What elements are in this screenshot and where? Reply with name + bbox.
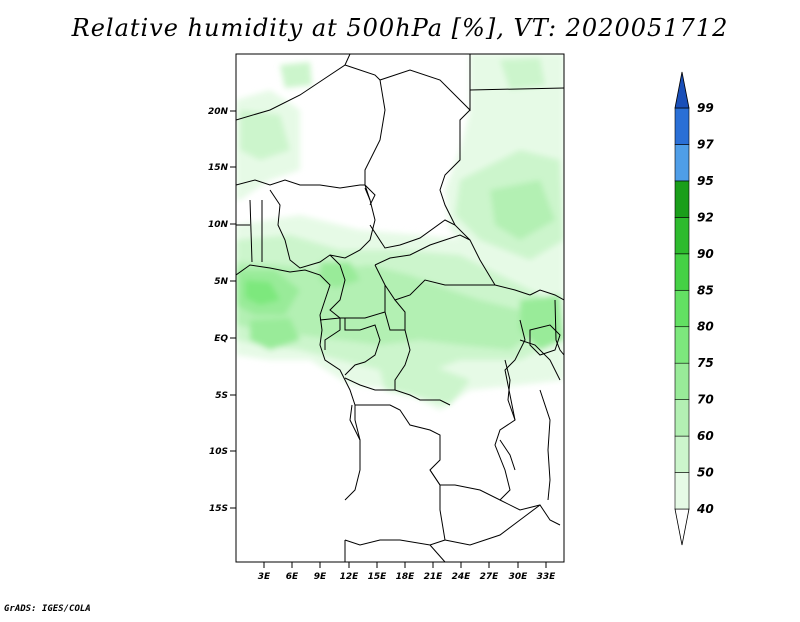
lat-axis: 20N 15N 10N 5N EQ 5S 10S 15S [208,107,236,514]
lat-label: EQ [214,334,228,344]
lon-label: 15E [368,572,388,582]
lon-label: 21E [424,572,444,582]
colorbar: 40 50 60 70 75 80 85 90 92 95 97 99 [674,71,714,546]
colorbar-segment [674,472,690,510]
colorbar-label: 90 [697,247,714,261]
lon-label: 3E [258,572,271,582]
colorbar-segment [674,326,690,364]
lat-label: 5S [215,391,228,401]
humidity-field [236,54,564,410]
colorbar-label: 85 [697,283,714,297]
colorbar-segment [674,508,690,546]
colorbar-segment [674,253,690,291]
colorbar-segment [674,289,690,328]
colorbar-segment [674,435,690,473]
lat-label: 20N [208,107,229,117]
lat-label: 10S [209,447,228,457]
lon-label: 12E [340,572,360,582]
lat-label: 10N [208,220,229,230]
lon-label: 24E [452,572,472,582]
colorbar-label: 99 [697,101,714,115]
colorbar-label: 80 [697,320,714,334]
colorbar-label: 70 [697,393,714,407]
lon-label: 30E [509,572,529,582]
colorbar-label: 40 [696,502,714,516]
lat-label: 15N [208,163,229,173]
colorbar-label: 50 [697,466,714,480]
colorbar-label: 97 [697,137,714,151]
lon-label: 33E [537,572,557,582]
grads-credit: GrADS: IGES/COLA [4,604,91,614]
colorbar-label: 60 [697,429,714,443]
colorbar-segment [674,180,690,218]
lon-label: 18E [396,572,416,582]
colorbar-label: 75 [697,356,714,370]
lat-label: 5N [214,277,228,287]
lon-label: 6E [286,572,299,582]
colorbar-segment [674,71,690,109]
lon-axis: 3E 6E 9E 12E 15E 18E 21E 24E 27E 30E 33E [258,562,556,582]
colorbar-segment [674,217,690,255]
chart-title: Relative humidity at 500hPa [%], VT: 202… [71,14,729,42]
colorbar-segment [674,107,690,145]
colorbar-segment [674,399,690,437]
lat-label: 15S [209,504,228,514]
colorbar-label: 95 [697,174,714,188]
lon-label: 27E [480,572,500,582]
country-borders [236,54,564,562]
colorbar-segment [674,144,690,182]
colorbar-segment [674,362,690,400]
colorbar-label: 92 [697,210,714,224]
lon-label: 9E [314,572,327,582]
map-frame [235,53,565,563]
